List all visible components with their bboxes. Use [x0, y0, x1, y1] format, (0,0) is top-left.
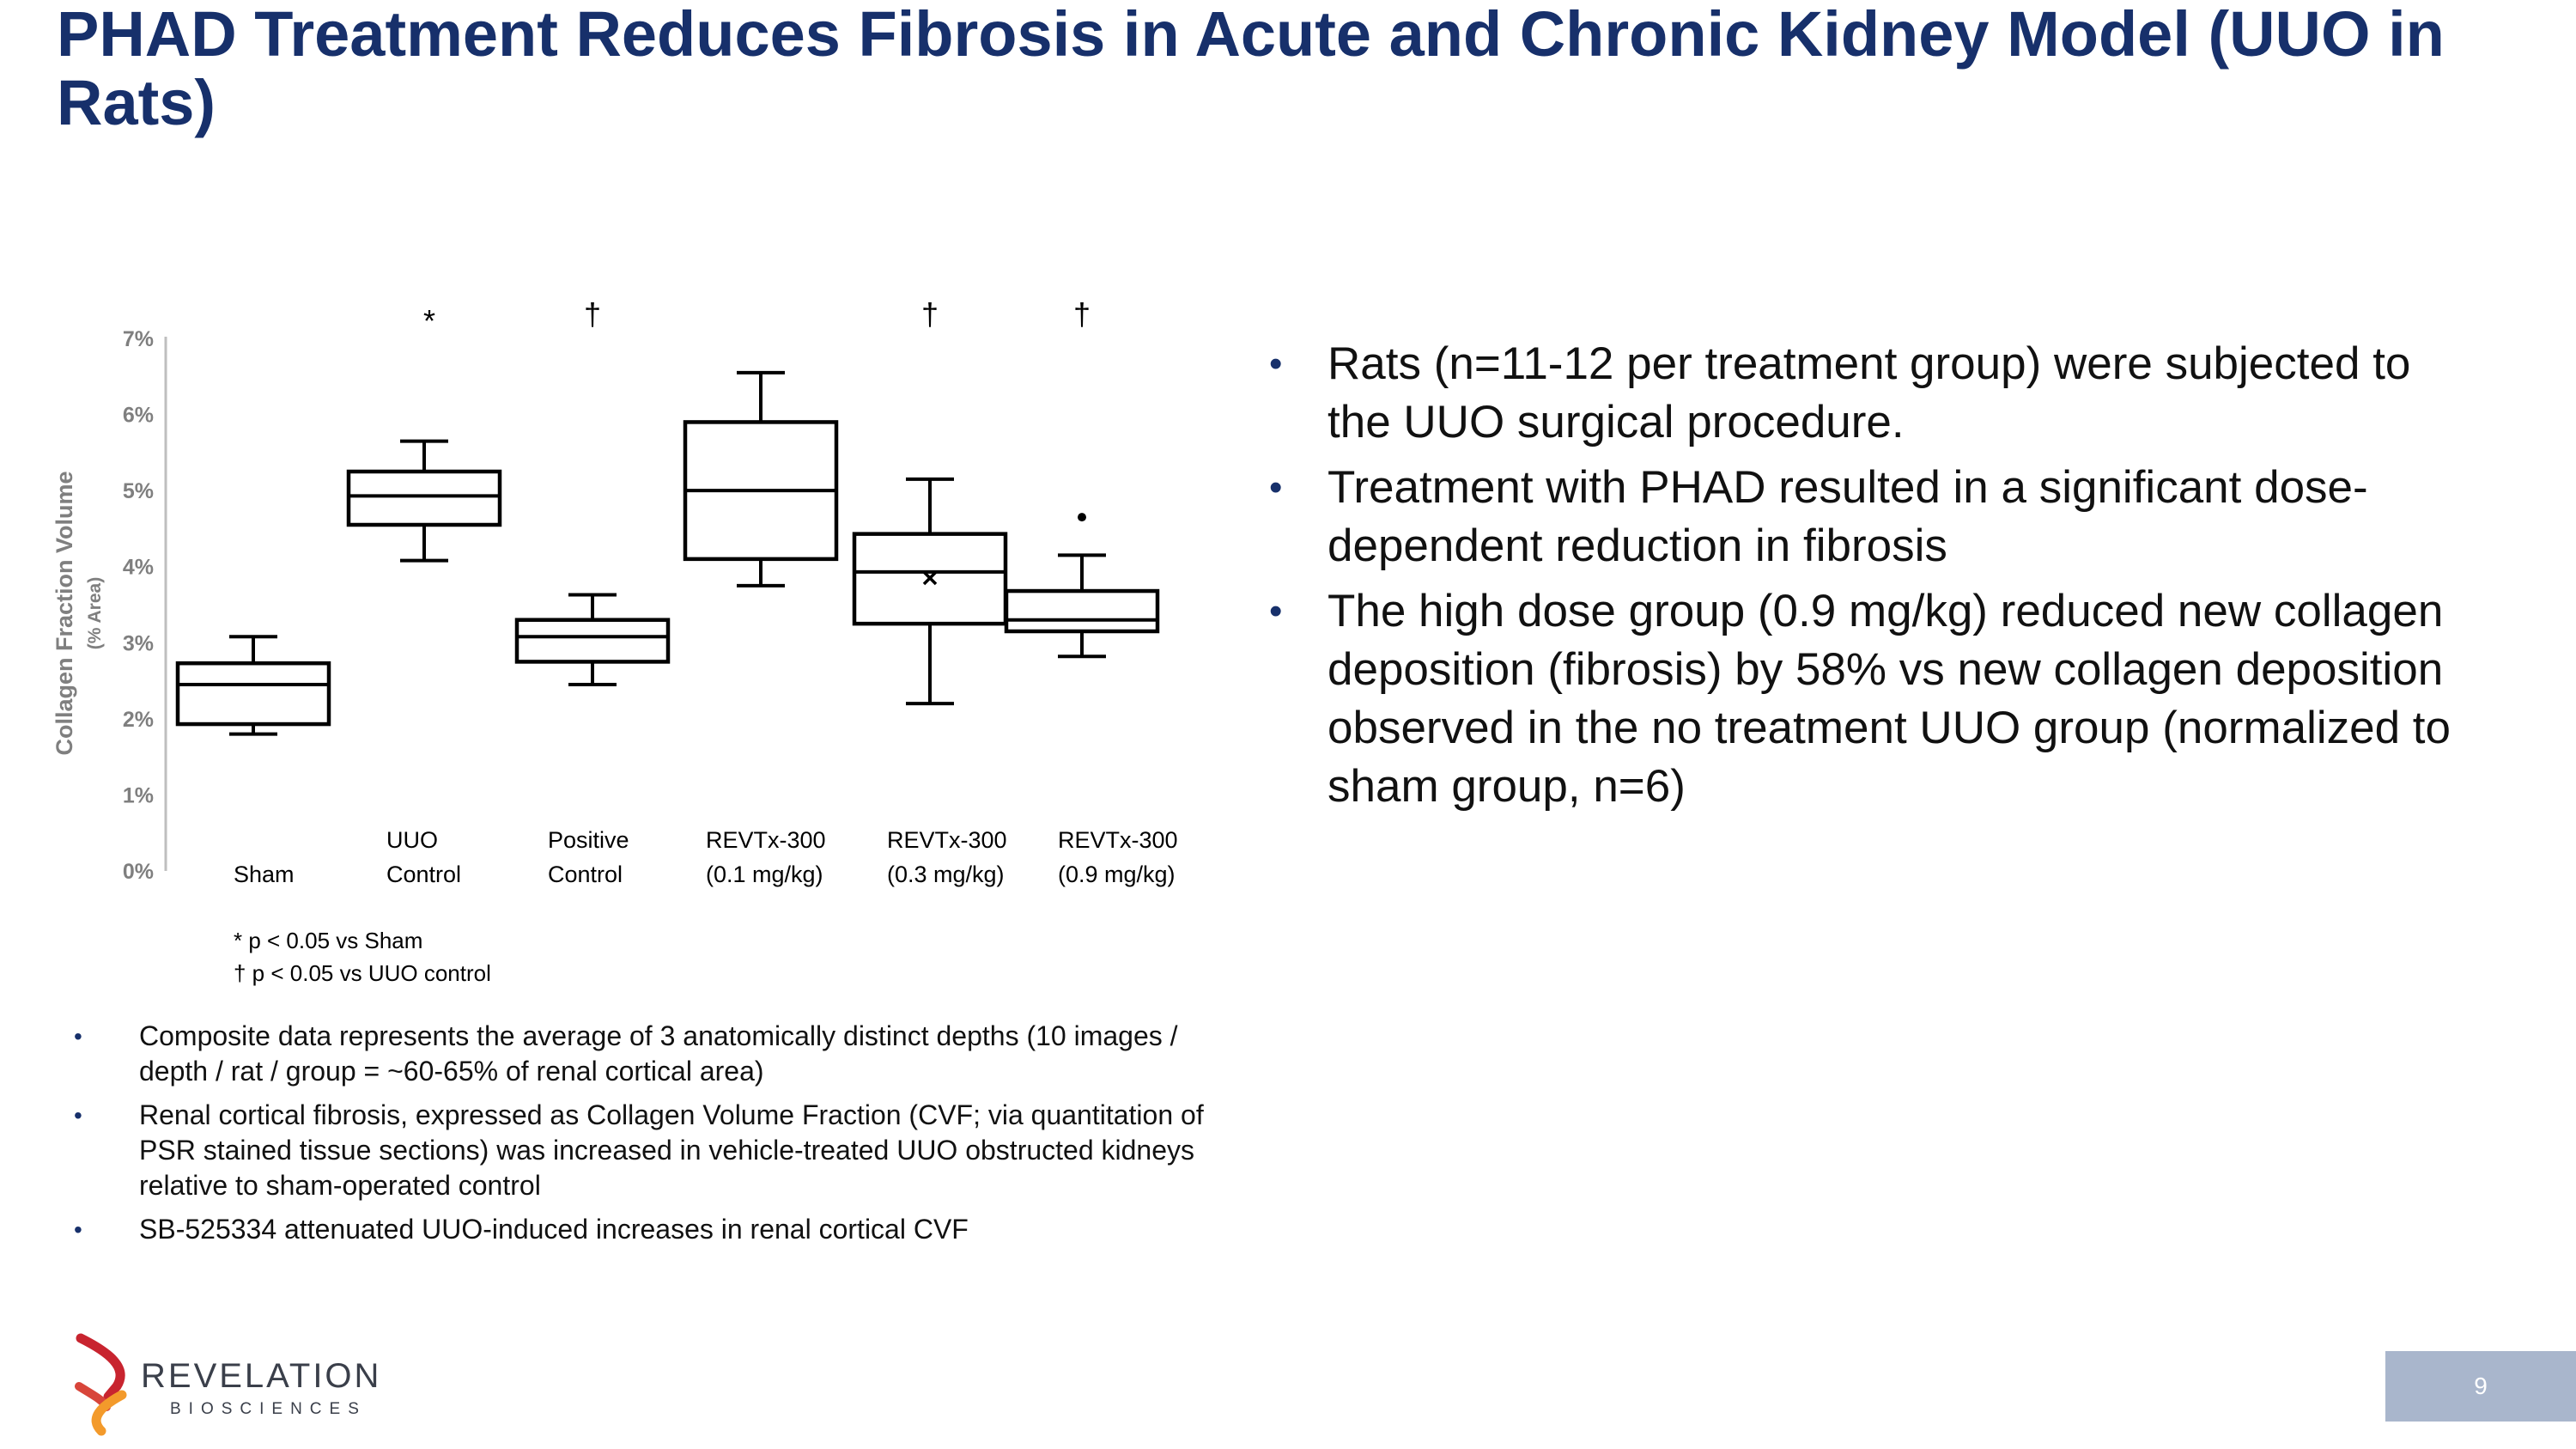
logo-subtitle: BIOSCIENCES — [170, 1400, 367, 1418]
footnote: * p < 0.05 vs Sham — [234, 928, 422, 953]
iqr-box — [514, 618, 671, 664]
bullet-icon: • — [1269, 466, 1283, 508]
iqr-box — [346, 469, 502, 527]
x-category-label: Positive — [548, 827, 629, 853]
bullet-icon: • — [1269, 590, 1283, 632]
iqr-box — [1004, 588, 1160, 634]
key-finding-text: Rats (n=11-12 per treatment group) were … — [1327, 338, 2411, 447]
methods-note-item: • Renal cortical fibrosis, expressed as C… — [69, 1098, 1236, 1203]
mean-marker — [922, 570, 938, 586]
box-plot-chart: Collagen Fraction Volume (% Area) 0% 1% 2%… — [0, 283, 1288, 1022]
key-finding-text: Treatment with PHAD resulted in a signif… — [1327, 462, 2368, 571]
logo-name: REVELATION — [141, 1357, 382, 1395]
iqr-box — [175, 661, 331, 727]
key-finding-item: • The high dose group (0.9 mg/kg) reduced… — [1262, 582, 2482, 816]
box-plot-item: † — [852, 296, 1008, 706]
y-axis-label: Collagen Fraction Volume — [52, 471, 77, 755]
boxes-group: * † † † — [175, 296, 1160, 736]
key-findings-list: • Rats (n=11-12 per treatment group) were… — [1262, 335, 2482, 823]
x-category-label: Control — [548, 861, 623, 887]
y-tick-label: 7% — [123, 327, 154, 351]
y-tick-label: 3% — [123, 631, 154, 655]
outlier-point — [1078, 513, 1086, 522]
footnotes-group: * p < 0.05 vs Sham † p < 0.05 vs UUO cont… — [234, 928, 491, 986]
y-axis-title-group: Collagen Fraction Volume (% Area) — [52, 471, 105, 755]
x-category-label: REVTx-300 — [706, 827, 826, 853]
axes-group: 0% 1% 2% 3% 4% 5% 6% 7% — [123, 327, 167, 884]
company-logo: REVELATION BIOSCIENCES — [74, 1333, 383, 1436]
x-labels-group: Sham UUO Control Positive Control REVTx-300 (0… — [234, 827, 1178, 887]
significance-marker: † — [584, 296, 601, 332]
page-number-badge: 9 — [2385, 1351, 2576, 1422]
key-finding-item: • Treatment with PHAD resulted in a signi… — [1262, 459, 2482, 575]
y-tick-label: 6% — [123, 404, 154, 428]
bullet-icon: • — [74, 1216, 82, 1243]
bullet-icon: • — [74, 1102, 82, 1129]
methods-note-text: Composite data represents the average of… — [139, 1020, 1178, 1087]
methods-notes-list: • Composite data represents the average o… — [69, 1019, 1236, 1256]
x-category-label: REVTx-300 — [1058, 827, 1178, 853]
y-tick-label: 0% — [123, 860, 154, 884]
x-category-label: UUO — [386, 827, 438, 853]
methods-note-text: Renal cortical fibrosis, expressed as Co… — [139, 1099, 1204, 1201]
methods-note-item: • SB-525334 attenuated UUO-induced increa… — [69, 1212, 1236, 1247]
box-plot-item: † — [514, 296, 671, 686]
methods-note-item: • Composite data represents the average o… — [69, 1019, 1236, 1089]
x-category-label: Control — [386, 861, 461, 887]
y-tick-label: 1% — [123, 783, 154, 807]
key-finding-text: The high dose group (0.9 mg/kg) reduced … — [1327, 586, 2451, 812]
methods-note-text: SB-525334 attenuated UUO-induced increas… — [139, 1214, 969, 1245]
box-plot-item: † — [1004, 296, 1160, 659]
significance-marker: * — [423, 303, 435, 338]
significance-marker: † — [921, 296, 939, 332]
page-number: 9 — [2474, 1373, 2488, 1399]
y-tick-label: 4% — [123, 556, 154, 580]
box-plot-item — [175, 635, 331, 736]
x-category-label: Sham — [234, 861, 295, 887]
chart-svg: Collagen Fraction Volume (% Area) 0% 1% 2%… — [52, 296, 1178, 986]
box-plot-item: * — [346, 303, 502, 563]
x-category-label: (0.3 mg/kg) — [887, 861, 1005, 887]
helix-icon — [75, 1333, 127, 1436]
slide-title: PHAD Treatment Reduces Fibrosis in Acute… — [57, 0, 2445, 138]
x-category-label: REVTx-300 — [887, 827, 1007, 853]
x-category-label: (0.9 mg/kg) — [1058, 861, 1176, 887]
x-category-label: (0.1 mg/kg) — [706, 861, 823, 887]
key-finding-item: • Rats (n=11-12 per treatment group) were… — [1262, 335, 2482, 452]
y-tick-label: 2% — [123, 708, 154, 732]
bullet-icon: • — [1269, 343, 1283, 385]
y-tick-label: 5% — [123, 479, 154, 503]
bullet-icon: • — [74, 1023, 82, 1050]
significance-marker: † — [1073, 296, 1091, 332]
y-axis-sublabel: (% Area) — [85, 577, 105, 649]
footnote: † p < 0.05 vs UUO control — [234, 960, 491, 986]
box-plot-item — [683, 370, 839, 588]
